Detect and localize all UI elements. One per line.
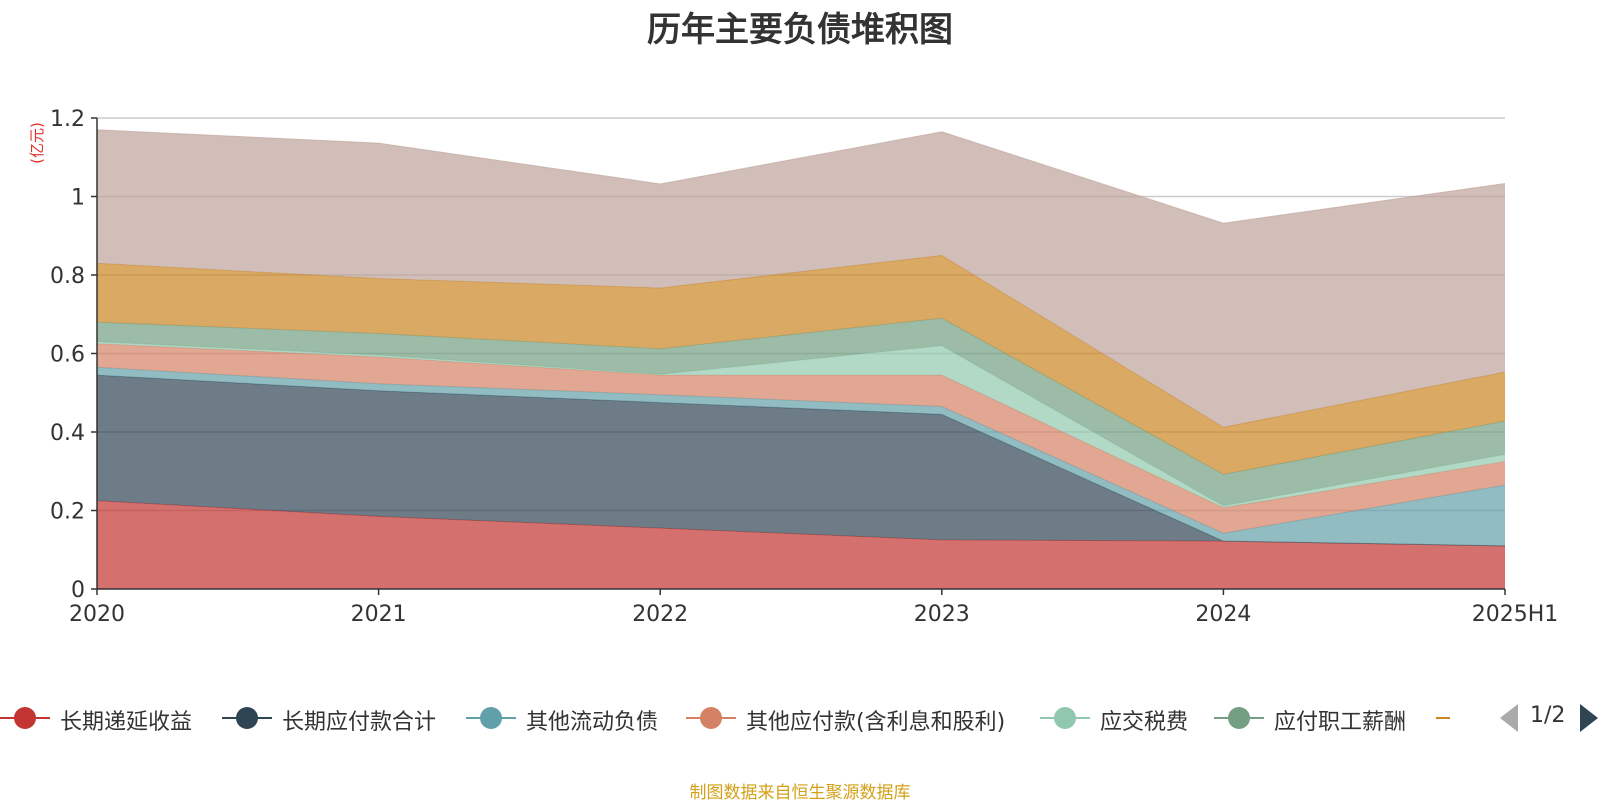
legend-label: 应付职工薪酬 xyxy=(1274,710,1407,735)
series-line-7 xyxy=(96,129,1506,224)
series-line-6 xyxy=(96,254,1506,428)
pager-text: 1/2 xyxy=(1530,703,1566,728)
y-tick-label: 1 xyxy=(71,186,85,211)
legend-label: 应交税费 xyxy=(1100,710,1189,735)
y-tick-label: 0.6 xyxy=(50,343,85,368)
x-tick-label: 2021 xyxy=(351,602,407,627)
legend-pager: 1/2 xyxy=(1500,700,1600,736)
circle-icon xyxy=(14,707,36,729)
area-series-2 xyxy=(97,367,1505,546)
series-line-5 xyxy=(96,317,1506,475)
y-axis-label: (亿元) xyxy=(28,122,46,164)
area-series-3 xyxy=(97,343,1505,534)
circle-icon xyxy=(1228,707,1250,729)
triangle-right-icon[interactable] xyxy=(1580,704,1598,732)
x-tick-label: 2025H1 xyxy=(1472,602,1559,627)
y-tick-label: 0.2 xyxy=(50,500,85,525)
area-series-5 xyxy=(97,318,1505,506)
legend-label: 长期应付款合计 xyxy=(282,710,437,735)
y-tick-label: 0.4 xyxy=(50,421,85,446)
x-tick-label: 2024 xyxy=(1195,602,1251,627)
y-tick-label: 0.8 xyxy=(50,264,85,289)
data-source-note: 制图数据来自恒生聚源数据库 xyxy=(689,783,911,803)
area-series-0 xyxy=(97,500,1505,589)
legend-label: 其他应付款(含利息和股利) xyxy=(746,710,1006,735)
x-tick-label: 2022 xyxy=(632,602,688,627)
legend-line xyxy=(1436,717,1450,719)
circle-icon xyxy=(1054,707,1076,729)
area-series-6 xyxy=(97,255,1505,475)
legend-item-clipped[interactable] xyxy=(1436,700,1450,736)
legend: 长期递延收益 长期应付款合计 其他流动负债 其他应付款(含利息和股利) 应交税费… xyxy=(0,700,1600,736)
circle-icon xyxy=(700,707,722,729)
y-tick-label: 1.2 xyxy=(50,107,85,132)
circle-icon xyxy=(236,707,258,729)
legend-label: 其他流动负债 xyxy=(526,710,659,735)
area-series-7 xyxy=(97,129,1505,428)
x-tick-label: 2023 xyxy=(914,602,970,627)
chart-title: 历年主要负债堆积图 xyxy=(647,10,953,50)
circle-icon xyxy=(480,707,502,729)
area-series-1 xyxy=(97,375,1505,546)
legend-label: 长期递延收益 xyxy=(60,710,193,735)
series-line-1 xyxy=(96,374,1506,547)
triangle-left-icon[interactable] xyxy=(1500,704,1518,732)
y-tick-label: 0 xyxy=(71,578,85,603)
x-tick-label: 2020 xyxy=(69,602,125,627)
